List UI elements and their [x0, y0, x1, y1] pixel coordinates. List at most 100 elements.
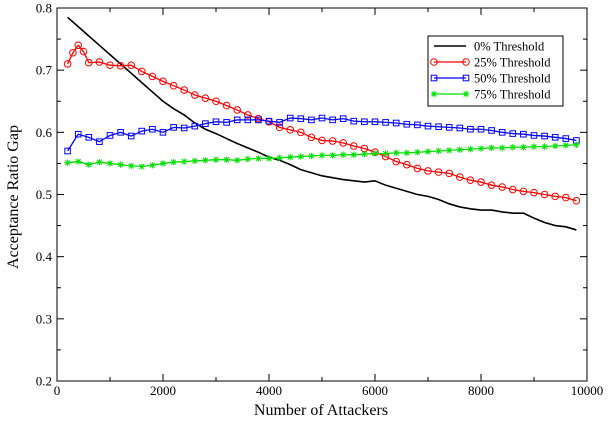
- data-point: [520, 130, 527, 138]
- data-point: [520, 144, 527, 151]
- data-point: [255, 116, 262, 124]
- y-tick-label: 0.3: [36, 311, 52, 326]
- data-point: [79, 47, 88, 56]
- y-tick-label: 0.6: [36, 125, 53, 140]
- data-point: [509, 185, 517, 194]
- data-point: [286, 114, 294, 122]
- data-point: [148, 72, 157, 81]
- data-point: [75, 158, 82, 165]
- plot-area: [63, 16, 581, 231]
- data-point: [466, 176, 475, 185]
- series-0: [67, 16, 577, 231]
- data-point: [562, 142, 569, 149]
- data-point: [286, 126, 295, 134]
- legend: 0% Threshold 25% Threshold 50% Threshold 75…: [427, 35, 564, 107]
- data-point: [339, 115, 347, 122]
- data-point: [191, 157, 198, 165]
- data-point: [127, 61, 135, 69]
- data-point: [223, 156, 230, 163]
- data-point: [96, 158, 103, 166]
- y-axis-title: Acceptance Ratio Gap: [5, 125, 22, 269]
- series-line: [67, 16, 577, 231]
- data-point: [456, 124, 464, 132]
- y-tick-label: 0.2: [36, 374, 52, 389]
- data-point: [530, 188, 538, 197]
- data-point: [128, 162, 135, 170]
- data-point: [430, 90, 438, 98]
- data-point: [96, 138, 103, 145]
- data-point: [191, 91, 199, 99]
- data-point: [446, 147, 453, 154]
- data-point: [180, 124, 188, 132]
- data-point: [462, 58, 470, 66]
- data-point: [541, 143, 548, 150]
- data-point: [488, 127, 495, 134]
- data-point: [318, 114, 326, 122]
- data-point: [434, 168, 443, 176]
- data-point: [530, 143, 538, 150]
- data-point: [138, 163, 145, 170]
- data-point: [467, 145, 474, 153]
- data-point: [64, 159, 71, 166]
- series-line: [67, 117, 577, 152]
- data-point: [170, 158, 177, 166]
- data-point: [509, 130, 517, 137]
- data-point: [63, 60, 72, 68]
- data-point: [106, 160, 114, 167]
- data-point: [85, 58, 93, 67]
- legend-entry: 25% Threshold: [430, 56, 551, 70]
- data-point: [519, 187, 528, 196]
- data-point: [361, 150, 368, 158]
- data-point: [339, 139, 348, 147]
- data-point: [413, 164, 422, 173]
- data-point: [540, 190, 549, 199]
- data-point: [403, 149, 410, 157]
- data-point: [392, 157, 401, 166]
- data-point: [307, 133, 316, 142]
- x-tick-label: 10000: [571, 383, 604, 398]
- axes: 0 2000 4000 6000 8000 10000 0.2 0.3 0.4 0.5 0.6 0.7…: [36, 1, 604, 399]
- data-point: [244, 116, 252, 124]
- data-point: [127, 132, 135, 140]
- data-point: [572, 196, 581, 205]
- data-point: [191, 122, 199, 130]
- legend-label: 0% Threshold: [474, 40, 545, 54]
- y-tick-label: 0.7: [36, 63, 53, 78]
- data-point: [117, 161, 124, 168]
- legend-label: 75% Threshold: [474, 88, 551, 102]
- data-point: [297, 115, 305, 122]
- data-point: [329, 116, 336, 124]
- data-point: [499, 144, 506, 152]
- y-tick-label: 0.5: [36, 187, 52, 202]
- data-point: [350, 117, 358, 125]
- data-point: [169, 81, 178, 90]
- data-point: [159, 77, 167, 86]
- data-point: [551, 134, 559, 141]
- data-point: [329, 152, 336, 159]
- data-point: [541, 132, 548, 140]
- data-point: [340, 151, 347, 158]
- legend-entry: 50% Threshold: [430, 72, 551, 86]
- data-point: [95, 58, 104, 66]
- data-point: [424, 167, 432, 175]
- data-point: [462, 74, 470, 82]
- legend-entry: 75% Threshold: [430, 88, 551, 102]
- data-point: [159, 160, 167, 167]
- data-point: [456, 173, 464, 181]
- data-point: [138, 127, 146, 135]
- data-point: [297, 128, 305, 137]
- data-point: [297, 153, 304, 160]
- legend-label: 50% Threshold: [474, 72, 551, 86]
- data-point: [361, 118, 368, 126]
- data-point: [382, 150, 389, 157]
- data-point: [244, 155, 251, 163]
- data-point: [265, 155, 273, 162]
- data-point: [276, 154, 283, 162]
- data-point: [287, 154, 294, 161]
- series-3: [64, 141, 580, 170]
- data-point: [116, 62, 125, 70]
- y-tick-label: 0.4: [36, 249, 53, 264]
- data-point: [414, 149, 421, 156]
- data-point: [456, 146, 463, 153]
